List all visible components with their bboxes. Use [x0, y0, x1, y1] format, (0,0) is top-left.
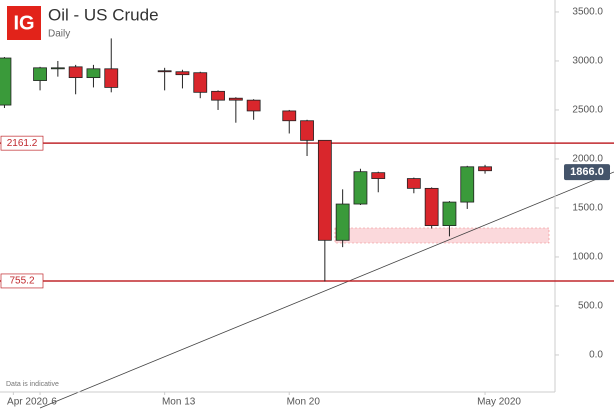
candle-body: [228, 97, 243, 101]
chart-title: Oil - US Crude: [48, 5, 159, 24]
x-tick-label: Mon 20: [287, 397, 321, 408]
note: Data is indicative: [6, 381, 59, 388]
candle-body: [353, 171, 368, 205]
y-tick-label: 500.0: [578, 301, 603, 312]
candle-body: [282, 110, 297, 122]
candle-body: [211, 90, 225, 101]
candle-body: [0, 57, 12, 106]
x-tick-label: 6: [51, 397, 57, 408]
y-tick-label: 2000.0: [572, 154, 603, 165]
candle-body: [33, 67, 47, 81]
x-tick-label: Apr 2020: [7, 397, 48, 408]
candle-body: [335, 203, 350, 241]
y-tick-label: 0.0: [589, 350, 603, 361]
candle-body: [104, 68, 119, 88]
level-tag: [0, 273, 44, 289]
candle-body: [460, 166, 475, 203]
y-tick-label: 2500.0: [572, 105, 603, 116]
last-price-label: 1866.0: [570, 166, 604, 178]
candle-body: [371, 172, 386, 179]
y-tick-label: 3000.0: [572, 56, 603, 67]
candle-body: [317, 139, 332, 241]
candle-body: [193, 72, 208, 93]
candle-body: [442, 201, 457, 226]
support-zone: [334, 227, 550, 244]
last-price-tag: [564, 164, 610, 181]
candle-body: [424, 187, 439, 226]
trend-line: [39, 171, 614, 409]
logo: [7, 6, 41, 40]
x-tick-label: May 2020: [477, 397, 521, 408]
y-tick-label: 3500.0: [572, 7, 603, 18]
candle-body: [86, 68, 101, 79]
candle-body: [406, 178, 421, 189]
level-tag: [0, 135, 44, 151]
candle-body: [50, 67, 65, 70]
level-label: 2161.2: [7, 138, 38, 149]
y-tick-label: 1500.0: [572, 203, 603, 214]
level-label: 755.2: [9, 276, 34, 287]
candle-body: [478, 166, 492, 172]
candle-body: [175, 71, 190, 76]
logo-text: IG: [13, 12, 34, 34]
candle-body: [300, 120, 314, 141]
chart-subtitle: Daily: [48, 29, 70, 40]
x-tick-label: Mon 13: [162, 397, 196, 408]
candle-body: [157, 70, 172, 73]
y-tick-label: 1000.0: [572, 252, 603, 263]
candle-body: [246, 99, 261, 112]
candle-body: [68, 66, 83, 79]
